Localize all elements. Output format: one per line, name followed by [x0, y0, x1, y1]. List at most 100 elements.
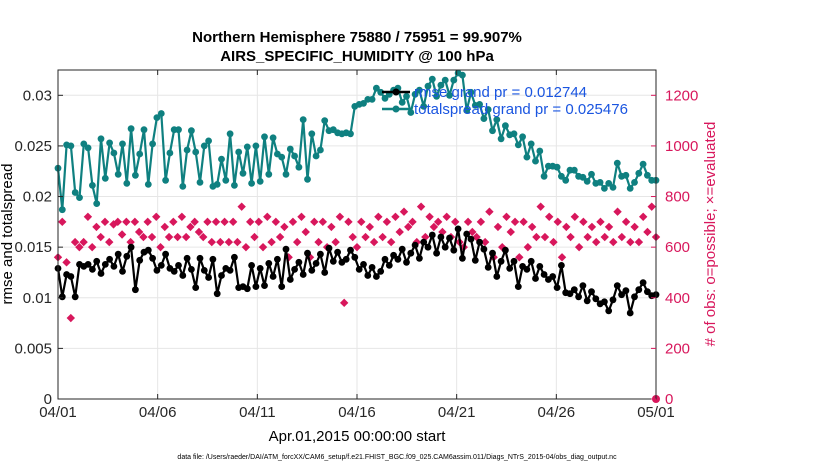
rmse-point — [579, 282, 587, 289]
obs-evaluated-point — [105, 237, 114, 247]
rmse-point — [334, 248, 341, 256]
x-tick-label: 04/06 — [139, 404, 177, 421]
totalspread-point — [157, 110, 165, 117]
rmse-point — [123, 252, 131, 260]
rmse-point — [566, 290, 574, 298]
rmse-point — [605, 307, 613, 315]
totalspread-point — [101, 174, 109, 182]
totalspread-point — [76, 194, 83, 202]
obs-evaluated-point — [502, 212, 511, 221]
obs-evaluated-point — [224, 237, 234, 247]
rmse-point — [514, 283, 522, 290]
obs-evaluated-point — [220, 217, 229, 227]
totalspread-point — [519, 133, 526, 141]
rmse-point — [106, 255, 113, 263]
obs-evaluated-point — [271, 217, 281, 227]
plot-area — [53, 69, 661, 403]
obs-evaluated-point — [527, 222, 537, 232]
rmse-point — [441, 243, 449, 251]
y-left-tick-label: 0.03 — [23, 87, 52, 104]
rmse-point — [398, 245, 406, 253]
rmse-point — [609, 296, 617, 304]
x-axis: 04/01 04/06 04/11 04/16 04/21 04/26 05/01 — [39, 70, 675, 421]
totalspread-point — [231, 182, 238, 189]
rmse-point — [446, 234, 453, 242]
obs-evaluated-point — [250, 232, 259, 242]
totalspread-point — [282, 170, 290, 178]
rmse-point — [114, 250, 122, 258]
y-right-tick-label: 400 — [665, 290, 690, 307]
rmse-point — [506, 265, 514, 272]
totalspread-point — [114, 170, 122, 178]
obs-evaluated-point — [335, 212, 345, 221]
obs-evaluated-point — [100, 217, 110, 227]
obs-evaluated-point — [258, 242, 268, 252]
obs-evaluated-point — [621, 217, 631, 227]
totalspread-point — [308, 130, 316, 138]
totalspread-point — [377, 88, 385, 96]
obs-evaluated-point — [348, 232, 357, 242]
rmse-point — [144, 246, 152, 254]
obs-evaluated-point — [339, 298, 349, 308]
totalspread-point — [269, 134, 277, 142]
totalspread-point — [196, 179, 204, 186]
totalspread-point — [218, 155, 225, 163]
rmse-point — [459, 254, 466, 262]
obs-evaluated-point — [515, 253, 524, 262]
x-tick-label: 04/01 — [39, 404, 77, 421]
rmse-point — [93, 257, 101, 265]
obs-evaluated-point — [267, 237, 276, 247]
obs-evaluated-point — [553, 217, 562, 227]
y-axis-right: 0 200 400 600 800 1000 1200 — [651, 87, 698, 408]
obs-evaluated-point — [237, 202, 246, 211]
totalspread-point — [639, 160, 647, 168]
totalspread-point — [437, 81, 445, 89]
obs-evaluated-point — [451, 217, 460, 227]
totalspread-point — [360, 100, 367, 107]
totalspread-point — [304, 175, 311, 183]
totalspread-point — [84, 144, 92, 152]
rmse-point — [450, 246, 458, 254]
rmse-point — [67, 273, 75, 280]
obs-evaluated-point — [139, 232, 148, 242]
rmse-series — [54, 225, 660, 317]
rmse-point — [416, 254, 423, 262]
rmse-point — [127, 243, 135, 251]
rmse-point — [639, 279, 647, 286]
totalspread-point — [144, 181, 152, 188]
obs-evaluated-point — [203, 217, 212, 227]
totalspread-point — [558, 172, 565, 180]
totalspread-point — [136, 150, 144, 158]
obs-evaluated-point — [365, 222, 375, 232]
rmse-point — [218, 272, 225, 279]
totalspread-point — [583, 178, 591, 185]
obs-evaluated-point — [374, 212, 383, 221]
x-tick-label: 05/01 — [637, 404, 675, 421]
totalspread-point — [588, 170, 595, 178]
totalspread-point — [626, 185, 634, 192]
obs-evaluated-point — [216, 237, 225, 247]
totalspread-point — [106, 139, 113, 147]
data-file-footnote: data file: /Users/raeder/DAI/ATM_forcXX/… — [177, 454, 617, 461]
rmse-point — [424, 243, 432, 251]
obs-evaluated-point — [382, 217, 392, 227]
totalspread-point — [579, 173, 587, 181]
obs-evaluated-point — [181, 232, 191, 242]
rmse-point — [205, 274, 213, 281]
obs-evaluated-point — [160, 222, 169, 232]
chart-title: Northern Hemisphere 75880 / 75951 = 99.9… — [192, 29, 522, 46]
totalspread-point — [123, 180, 131, 187]
obs-evaluated-point — [147, 232, 157, 242]
totalspread-point — [416, 86, 423, 94]
legend-entry-totalspread: totalspread grand pr = 0.025476 — [382, 101, 628, 118]
totalspread-point — [480, 115, 488, 122]
obs-evaluated-point — [540, 232, 550, 242]
totalspread-point — [192, 148, 200, 156]
rmse-point — [351, 253, 359, 261]
totalspread-point — [562, 176, 570, 184]
rmse-point — [433, 249, 440, 257]
rmse-point — [364, 272, 372, 279]
rmse-point — [261, 282, 268, 289]
rmse-point — [381, 255, 389, 263]
totalspread-point — [532, 157, 539, 165]
